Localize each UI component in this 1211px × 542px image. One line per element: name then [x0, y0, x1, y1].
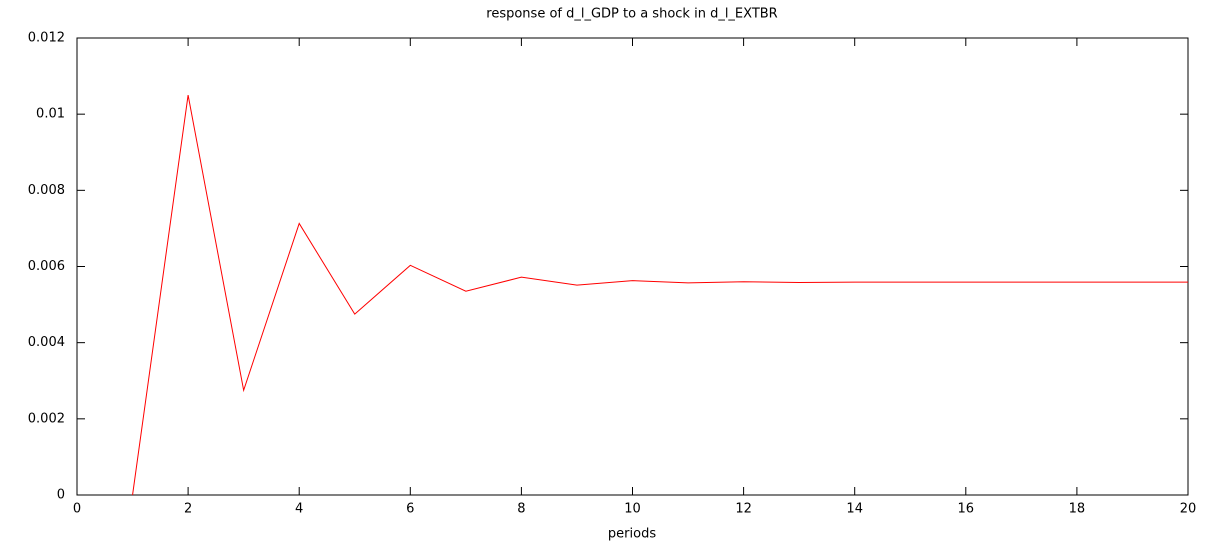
plot-border	[76, 37, 1189, 496]
y-tick-label: 0.012	[28, 31, 65, 46]
x-tick-label: 12	[735, 502, 752, 517]
chart-title: response of d_l_GDP to a shock in d_l_EX…	[486, 7, 777, 22]
y-tick-label: 0	[57, 488, 65, 503]
x-tick-label: 10	[624, 502, 641, 517]
y-tick-label: 0.006	[28, 259, 65, 274]
x-tick-label: 2	[184, 502, 192, 517]
x-tick-label: 4	[295, 502, 303, 517]
y-tick-label: 0.004	[28, 335, 65, 350]
x-tick-label: 0	[73, 502, 81, 517]
y-tick-label: 0.01	[36, 107, 65, 122]
line-series	[132, 95, 1188, 496]
x-tick-label: 6	[406, 502, 414, 517]
x-tick-label: 14	[846, 502, 863, 517]
y-tick-label: 0.002	[28, 411, 65, 426]
x-tick-label: 8	[517, 502, 525, 517]
x-tick-label: 20	[1180, 502, 1197, 517]
y-tick-label: 0.008	[28, 183, 65, 198]
x-tick-label: 16	[958, 502, 975, 517]
x-tick-label: 18	[1069, 502, 1086, 517]
x-axis-label: periods	[608, 527, 656, 542]
